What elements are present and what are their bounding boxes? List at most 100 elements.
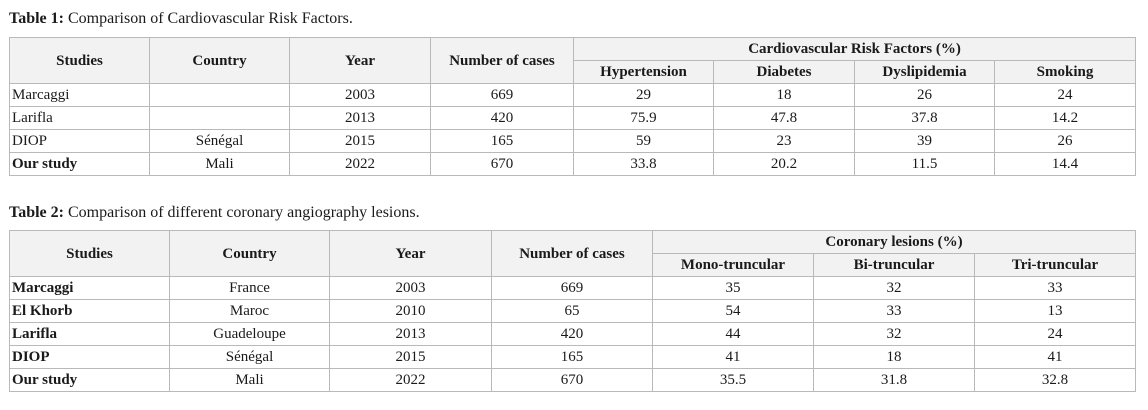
cell-bi-truncular: 33 bbox=[813, 299, 975, 323]
table2-caption-text: Comparison of different coronary angiogr… bbox=[63, 204, 420, 221]
risk-factors-table: Studies Country Year Number of cases Car… bbox=[9, 37, 1136, 176]
cell-year: 2013 bbox=[329, 322, 492, 346]
table-row: Our study Mali 2022 670 33.8 20.2 11.5 1… bbox=[9, 152, 1136, 176]
cell-country: Sénégal bbox=[169, 345, 330, 369]
cell-tri-truncular: 24 bbox=[974, 322, 1136, 346]
table-row: Our study Mali 2022 670 35.5 31.8 32.8 bbox=[9, 368, 1136, 392]
cell-bi-truncular: 32 bbox=[813, 322, 975, 346]
header-risk-factors-group: Cardiovascular Risk Factors (%) bbox=[573, 37, 1136, 61]
header-smoking: Smoking bbox=[994, 60, 1136, 84]
header-cases: Number of cases bbox=[491, 230, 653, 277]
cell-study: DIOP bbox=[9, 345, 170, 369]
cell-year: 2003 bbox=[289, 83, 431, 107]
header-dyslipidemia: Dyslipidemia bbox=[854, 60, 995, 84]
cell-cases: 165 bbox=[491, 345, 653, 369]
cell-cases: 669 bbox=[491, 276, 653, 300]
table2-caption: Table 2: Comparison of different coronar… bbox=[9, 203, 420, 223]
cell-country: Sénégal bbox=[149, 129, 290, 153]
cell-tri-truncular: 13 bbox=[974, 299, 1136, 323]
header-studies: Studies bbox=[9, 37, 150, 84]
cell-diabetes: 47.8 bbox=[713, 106, 855, 130]
table-row: El Khorb Maroc 2010 65 54 33 13 bbox=[9, 299, 1136, 323]
cell-study: Our study bbox=[9, 368, 170, 392]
cell-bi-truncular: 32 bbox=[813, 276, 975, 300]
cell-study: Marcaggi bbox=[9, 276, 170, 300]
cell-year: 2003 bbox=[329, 276, 492, 300]
cell-diabetes: 18 bbox=[713, 83, 855, 107]
cell-bi-truncular: 31.8 bbox=[813, 368, 975, 392]
cell-cases: 65 bbox=[491, 299, 653, 323]
table-row: Marcaggi France 2003 669 35 32 33 bbox=[9, 276, 1136, 300]
cell-tri-truncular: 41 bbox=[974, 345, 1136, 369]
cell-study: Larifla bbox=[9, 106, 150, 130]
cell-year: 2022 bbox=[329, 368, 492, 392]
cell-mono-truncular: 35 bbox=[652, 276, 814, 300]
cell-country bbox=[149, 106, 290, 130]
cell-cases: 669 bbox=[430, 83, 574, 107]
cell-study: DIOP bbox=[9, 129, 150, 153]
table1-caption: Table 1: Comparison of Cardiovascular Ri… bbox=[9, 9, 353, 29]
header-tri-truncular: Tri-truncular bbox=[974, 253, 1136, 277]
header-studies: Studies bbox=[9, 230, 170, 277]
coronary-lesions-table: Studies Country Year Number of cases Cor… bbox=[9, 230, 1136, 392]
cell-dyslipidemia: 26 bbox=[854, 83, 995, 107]
cell-mono-truncular: 35.5 bbox=[652, 368, 814, 392]
table-row: Larifla 2013 420 75.9 47.8 37.8 14.2 bbox=[9, 106, 1136, 130]
cell-country: France bbox=[169, 276, 330, 300]
table-row: Marcaggi 2003 669 29 18 26 24 bbox=[9, 83, 1136, 107]
table1-caption-text: Comparison of Cardiovascular Risk Factor… bbox=[63, 10, 353, 27]
cell-dyslipidemia: 37.8 bbox=[854, 106, 995, 130]
cell-cases: 420 bbox=[491, 322, 653, 346]
cell-cases: 670 bbox=[491, 368, 653, 392]
cell-study: Marcaggi bbox=[9, 83, 150, 107]
header-mono-truncular: Mono-truncular bbox=[652, 253, 814, 277]
header-cases: Number of cases bbox=[430, 37, 574, 84]
cell-smoking: 26 bbox=[994, 129, 1136, 153]
cell-country bbox=[149, 83, 290, 107]
cell-dyslipidemia: 39 bbox=[854, 129, 995, 153]
table-row: Larifla Guadeloupe 2013 420 44 32 24 bbox=[9, 322, 1136, 346]
cell-country: Guadeloupe bbox=[169, 322, 330, 346]
cell-country: Mali bbox=[169, 368, 330, 392]
cell-hypertension: 29 bbox=[573, 83, 714, 107]
cell-year: 2015 bbox=[329, 345, 492, 369]
cell-mono-truncular: 44 bbox=[652, 322, 814, 346]
header-year: Year bbox=[289, 37, 431, 84]
cell-mono-truncular: 41 bbox=[652, 345, 814, 369]
cell-cases: 420 bbox=[430, 106, 574, 130]
cell-study: El Khorb bbox=[9, 299, 170, 323]
table1-caption-label: Table 1: bbox=[9, 10, 64, 27]
cell-hypertension: 59 bbox=[573, 129, 714, 153]
header-hypertension: Hypertension bbox=[573, 60, 714, 84]
cell-diabetes: 20.2 bbox=[713, 152, 855, 176]
cell-year: 2010 bbox=[329, 299, 492, 323]
header-coronary-lesions-group: Coronary lesions (%) bbox=[652, 230, 1136, 254]
cell-cases: 670 bbox=[430, 152, 574, 176]
cell-year: 2013 bbox=[289, 106, 431, 130]
cell-year: 2015 bbox=[289, 129, 431, 153]
cell-dyslipidemia: 11.5 bbox=[854, 152, 995, 176]
cell-mono-truncular: 54 bbox=[652, 299, 814, 323]
cell-smoking: 14.4 bbox=[994, 152, 1136, 176]
cell-smoking: 24 bbox=[994, 83, 1136, 107]
header-diabetes: Diabetes bbox=[713, 60, 855, 84]
cell-bi-truncular: 18 bbox=[813, 345, 975, 369]
cell-tri-truncular: 33 bbox=[974, 276, 1136, 300]
cell-diabetes: 23 bbox=[713, 129, 855, 153]
table-row: DIOP Sénégal 2015 165 59 23 39 26 bbox=[9, 129, 1136, 153]
header-bi-truncular: Bi-truncular bbox=[813, 253, 975, 277]
cell-cases: 165 bbox=[430, 129, 574, 153]
cell-country: Maroc bbox=[169, 299, 330, 323]
cell-hypertension: 75.9 bbox=[573, 106, 714, 130]
cell-smoking: 14.2 bbox=[994, 106, 1136, 130]
cell-country: Mali bbox=[149, 152, 290, 176]
cell-study: Our study bbox=[9, 152, 150, 176]
header-year: Year bbox=[329, 230, 492, 277]
cell-year: 2022 bbox=[289, 152, 431, 176]
cell-hypertension: 33.8 bbox=[573, 152, 714, 176]
cell-study: Larifla bbox=[9, 322, 170, 346]
cell-tri-truncular: 32.8 bbox=[974, 368, 1136, 392]
table2-caption-label: Table 2: bbox=[9, 204, 64, 221]
header-country: Country bbox=[169, 230, 330, 277]
table-row: DIOP Sénégal 2015 165 41 18 41 bbox=[9, 345, 1136, 369]
